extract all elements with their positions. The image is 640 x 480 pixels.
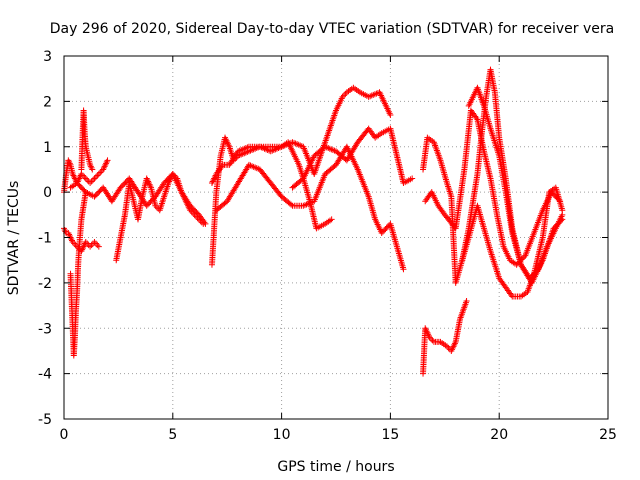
x-tick-label: 25 [599, 427, 617, 443]
data-point [88, 242, 95, 249]
data-point [87, 180, 94, 187]
series-track-3 [67, 189, 89, 359]
x-axis-label: GPS time / hours [277, 459, 394, 475]
y-tick-label: 0 [43, 185, 52, 201]
series-track-1 [61, 157, 111, 196]
data-point [89, 166, 96, 173]
y-axis-label: SDTVAR / TECUs [6, 181, 22, 296]
data-point [88, 178, 95, 185]
data-point [62, 228, 69, 235]
data-point [95, 243, 102, 250]
chart-title: Day 296 of 2020, Sidereal Day-to-day VTE… [50, 21, 614, 37]
data-point [82, 175, 89, 182]
y-tick-label: -3 [38, 321, 52, 337]
data-point [342, 90, 349, 97]
data-point [555, 196, 562, 203]
data-point [84, 177, 91, 184]
data-point [90, 177, 97, 184]
data-point [91, 175, 98, 182]
data-point [94, 172, 101, 179]
series-track-2 [61, 225, 102, 255]
data-point [387, 111, 394, 118]
x-axis: 0 5 10 15 20 25 [60, 56, 617, 443]
data-points [61, 66, 566, 377]
data-point [200, 220, 207, 227]
x-tick-label: 15 [381, 427, 399, 443]
data-point [81, 174, 88, 180]
series-track-8 [208, 84, 394, 187]
data-point [87, 243, 94, 250]
series-track-4 [78, 107, 96, 173]
series-track-11 [420, 298, 470, 377]
data-point [463, 298, 470, 305]
y-tick-label: 2 [43, 94, 52, 110]
x-tick-label: 20 [490, 427, 508, 443]
x-tick-label: 10 [273, 427, 291, 443]
data-point [61, 226, 68, 233]
data-point [400, 266, 407, 273]
data-point [409, 175, 416, 182]
x-tick-label: 5 [168, 427, 177, 443]
series-track-10 [289, 125, 416, 191]
y-tick-label: -1 [38, 231, 52, 247]
y-tick-label: -2 [38, 276, 52, 292]
data-point [94, 242, 101, 249]
x-tick-label: 0 [60, 427, 69, 443]
data-point [95, 170, 102, 177]
data-point [91, 239, 98, 246]
y-axis: -5 -4 -3 -2 -1 0 1 2 3 [38, 49, 608, 428]
series-track-6 [113, 170, 207, 264]
series-track-15 [465, 84, 566, 282]
data-point [557, 198, 564, 205]
y-tick-label: 1 [43, 140, 52, 156]
data-point [97, 169, 104, 176]
data-point [92, 174, 99, 180]
data-point [521, 253, 528, 260]
data-point [288, 201, 295, 208]
data-point [429, 337, 436, 344]
data-point [104, 157, 111, 164]
y-tick-label: -4 [38, 367, 52, 383]
data-point [534, 267, 541, 274]
data-point [87, 163, 94, 170]
series-track-14 [422, 107, 564, 268]
y-tick-label: -5 [38, 412, 52, 428]
data-point [92, 240, 99, 247]
data-point [559, 211, 566, 218]
data-point [328, 216, 335, 223]
y-tick-label: 3 [43, 49, 52, 65]
